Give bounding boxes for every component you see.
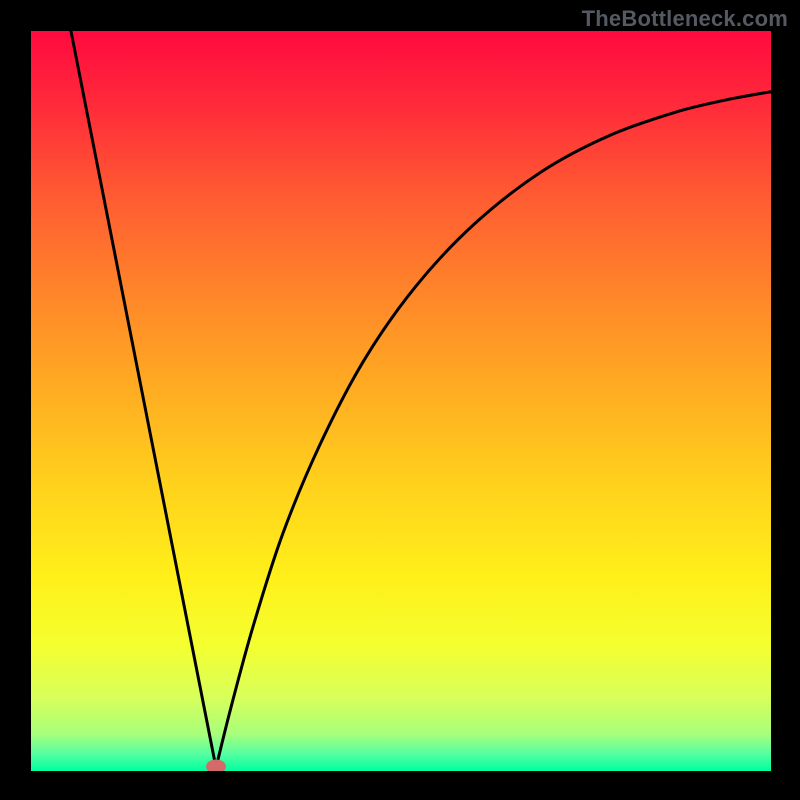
chart-background <box>31 31 771 771</box>
watermark-text: TheBottleneck.com <box>582 6 788 32</box>
figure-container: TheBottleneck.com <box>0 0 800 800</box>
plot-area <box>31 31 771 771</box>
chart-svg <box>31 31 771 771</box>
